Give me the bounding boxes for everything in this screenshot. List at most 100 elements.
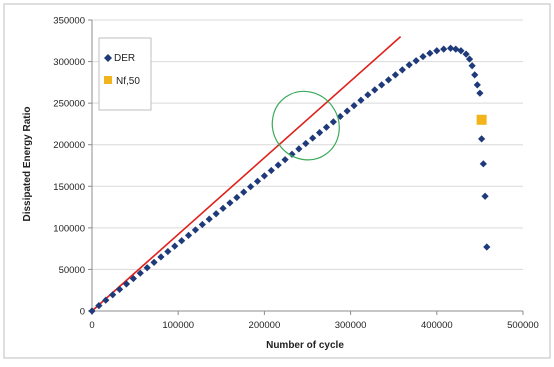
y-tick-label: 200000 [53,140,85,151]
data-point-der [479,160,487,168]
data-point-der [468,62,476,70]
data-point-der [336,112,344,121]
data-point-der [233,193,241,202]
data-point-der [371,86,379,94]
data-point-der [350,102,358,110]
data-point-der [419,52,427,61]
data-point-der [102,296,110,304]
x-tick-label: 100000 [162,320,194,331]
data-point-der [481,192,489,200]
data-point-der [405,61,413,69]
data-point-der [457,47,465,55]
y-tick-label: 50000 [59,265,85,276]
data-point-der [212,210,220,218]
data-point-der [219,204,227,212]
legend-box [98,37,152,111]
data-point-der [398,66,406,74]
data-point-der [122,280,131,288]
data-point-der [426,49,434,57]
data-point-der [412,57,420,65]
data-points [88,44,491,315]
data-point-der [247,183,255,191]
data-point-der [198,220,206,229]
data-point-der [288,150,296,158]
data-point-der [281,156,289,164]
y-tick-label: 150000 [53,182,85,193]
data-point-der [115,285,124,293]
data-point-der [465,55,474,63]
annotation-layer [271,90,340,161]
y-tick-label: 100000 [53,223,85,234]
data-point-der [309,134,317,142]
data-point-der [88,307,96,315]
data-point-der [184,231,193,239]
y-axis-title: Dissipated Energy Ratio [22,106,33,221]
data-point-der [267,166,275,175]
data-point-der [95,301,103,310]
data-point-der [205,215,213,223]
data-point-der [178,237,186,245]
data-point-der [253,177,262,185]
data-point-der [440,45,448,53]
data-point-der [329,118,337,126]
data-point-der [136,269,144,277]
data-point-der [226,199,234,207]
trendline [91,36,402,312]
data-point-der [191,226,200,234]
y-tick-label: 0 [80,307,85,318]
data-point-der [462,50,470,58]
data-point-der [322,123,331,131]
x-tick-label: 500000 [507,320,539,331]
x-tick-labels: 0 100000 200000 300000 400000 500000 [89,320,539,331]
data-point-der [315,129,324,137]
y-tick-label: 250000 [53,99,85,110]
data-point-der [391,71,400,79]
data-point-der [240,188,248,196]
y-tick-labels: 0 50000 100000 150000 200000 250000 300000 3500… [53,16,85,318]
data-point-der [357,96,365,104]
data-point-der [476,89,484,97]
data-point-der [109,291,117,299]
data-point-der [473,81,481,89]
data-point-der [452,45,460,53]
data-point-nf50 [476,114,487,125]
data-point-der [143,264,151,272]
legend-diamond-icon [104,54,112,62]
trendline-layer [91,36,402,312]
data-point-der [483,243,491,251]
y-tick-label: 300000 [53,57,85,68]
data-point-der [129,274,137,283]
data-point-der [433,47,441,55]
data-point-der [364,91,372,99]
gridlines [92,19,523,270]
data-point-der [157,253,165,261]
data-point-der [378,81,386,89]
data-point-der [343,107,351,115]
data-point-der [171,242,179,250]
data-point-der [164,247,172,256]
data-point-der [478,135,486,143]
data-point-der [384,76,393,84]
x-tick-label: 200000 [249,320,281,331]
data-point-der [260,172,268,180]
data-point-der [150,258,158,266]
data-point-der [274,161,282,169]
x-tick-label: 300000 [335,320,367,331]
annotation-ellipse [271,90,340,161]
x-tick-label: 400000 [421,320,453,331]
y-tick-label: 350000 [53,16,85,27]
legend-label-nf50: Nf,50 [116,76,140,87]
data-point-der [295,145,303,153]
data-point-der [471,71,479,79]
legend-label-der: DER [114,53,135,64]
chart-border [3,3,551,359]
x-tick-label: 0 [89,320,94,331]
data-point-der [302,139,310,148]
axes [88,19,524,315]
x-axis-title: Number of cycle [266,340,344,351]
legend: DER Nf,50 [98,37,152,111]
legend-square-icon [104,76,112,84]
data-point-der [446,44,455,52]
